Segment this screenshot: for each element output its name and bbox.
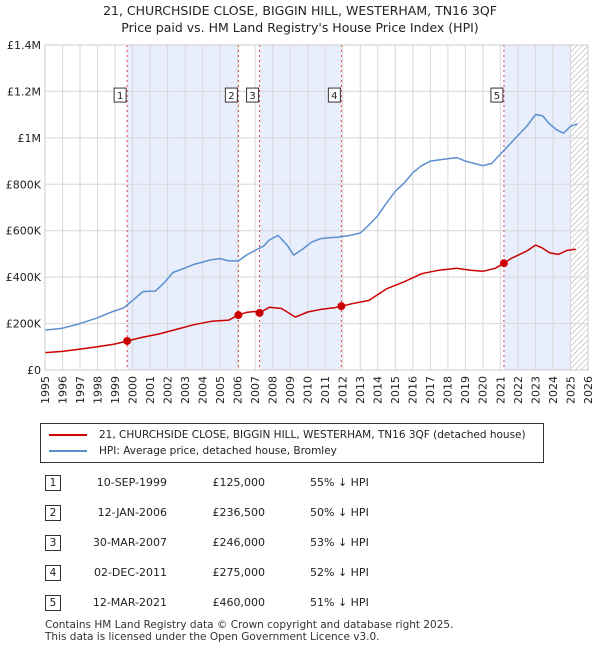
x-tick-label: 2005 — [214, 376, 227, 404]
x-tick-label: 2000 — [126, 376, 139, 404]
ownership-shade — [503, 45, 571, 370]
legend-item-property: 21, CHURCHSIDE CLOSE, BIGGIN HILL, WESTE… — [49, 427, 526, 443]
x-tick-label: 2023 — [529, 376, 542, 404]
x-tick-label: 1997 — [74, 376, 87, 404]
x-tick-label: 2007 — [249, 376, 262, 404]
sale-label: 1 — [117, 91, 123, 102]
sale-label: 3 — [249, 91, 255, 102]
x-tick-label: 2012 — [337, 376, 350, 404]
chart-subtitle: Price paid vs. HM Land Registry's House … — [121, 20, 479, 35]
sale-price: £236,500 — [212, 506, 266, 519]
footer: Contains HM Land Registry data © Crown c… — [45, 619, 453, 643]
x-tick-label: 2004 — [196, 376, 209, 404]
sale-hpi-diff: 55% ↓ HPI — [310, 476, 369, 489]
table-row: 5 12-MAR-2021 £460,000 51% ↓ HPI — [45, 595, 585, 613]
sale-date: 10-SEP-1999 — [96, 476, 167, 489]
sale-label-box — [246, 87, 260, 103]
sale-hpi-diff: 52% ↓ HPI — [310, 566, 369, 579]
sale-price: £460,000 — [212, 596, 266, 609]
sale-point — [234, 311, 243, 320]
sale-date: 12-JAN-2006 — [97, 506, 167, 519]
x-tick-label: 2019 — [459, 376, 472, 404]
x-tick-label: 2015 — [389, 376, 402, 404]
sale-label: 2 — [228, 91, 234, 102]
x-tick-label: 2013 — [354, 376, 367, 404]
x-tick-label: 2014 — [372, 376, 385, 404]
sale-point — [123, 336, 132, 345]
x-tick-label: 2022 — [512, 376, 525, 404]
legend-swatch-property — [49, 434, 87, 436]
x-tick-label: 1998 — [91, 376, 104, 404]
legend-label-hpi: HPI: Average price, detached house, Brom… — [99, 445, 337, 457]
sale-label-box — [113, 87, 127, 103]
table-row: 4 02-DEC-2011 £275,000 52% ↓ HPI — [45, 565, 585, 583]
sale-number: 4 — [45, 565, 61, 581]
x-tick-label: 2026 — [582, 376, 595, 404]
sale-date: 30-MAR-2007 — [92, 536, 167, 549]
sale-point — [255, 308, 264, 317]
x-tick-label: 2009 — [284, 376, 297, 404]
y-tick-label: £200K — [6, 318, 42, 331]
x-tick-label: 2017 — [424, 376, 437, 404]
y-tick-label: £1.4M — [7, 39, 41, 52]
footer-license: This data is licensed under the Open Gov… — [45, 631, 380, 643]
sale-label: 4 — [331, 91, 337, 102]
x-tick-label: 1996 — [56, 376, 69, 404]
x-tick-label: 2025 — [564, 376, 577, 404]
x-tick-label: 1999 — [109, 376, 122, 404]
x-tick-label: 2016 — [407, 376, 420, 404]
sale-point — [337, 302, 346, 311]
sale-price: £246,000 — [212, 536, 266, 549]
sale-date: 12-MAR-2021 — [92, 596, 167, 609]
sale-number: 3 — [45, 535, 61, 551]
y-tick-label: £400K — [6, 271, 42, 284]
sale-price: £125,000 — [212, 476, 266, 489]
x-tick-label: 2011 — [319, 376, 332, 404]
sale-hpi-diff: 51% ↓ HPI — [310, 596, 369, 609]
x-tick-label: 2010 — [302, 376, 315, 404]
sale-number: 2 — [45, 505, 61, 521]
plot-frame — [44, 44, 589, 371]
legend: 21, CHURCHSIDE CLOSE, BIGGIN HILL, WESTE… — [40, 423, 544, 463]
sale-date: 02-DEC-2011 — [93, 566, 167, 579]
x-tick-label: 2020 — [477, 376, 490, 404]
sale-point — [499, 259, 508, 268]
table-row: 2 12-JAN-2006 £236,500 50% ↓ HPI — [45, 505, 585, 523]
sale-label: 5 — [494, 91, 500, 102]
property-series-line — [44, 244, 576, 354]
price-chart: 1 2 3 4 5 £0 £200K £400K £600K £800K £1M £1.2M £1.4M… — [6, 39, 595, 404]
x-tick-label: 2008 — [267, 376, 280, 404]
x-tick-label: 2024 — [547, 376, 560, 404]
y-tick-label: £0 — [27, 364, 41, 377]
forecast-hatch — [570, 45, 588, 370]
x-tick-label: 2003 — [179, 376, 192, 404]
sale-price: £275,000 — [212, 566, 266, 579]
legend-swatch-hpi — [49, 450, 87, 452]
table-row: 1 10-SEP-1999 £125,000 55% ↓ HPI — [45, 475, 585, 493]
sale-label-box — [327, 87, 341, 103]
hpi-series-line — [44, 113, 578, 331]
y-tick-label: £1M — [18, 132, 42, 145]
sale-label-box — [490, 87, 504, 103]
x-tick-label: 2021 — [494, 376, 507, 404]
x-tick-label: 2018 — [442, 376, 455, 404]
footer-copyright: Contains HM Land Registry data © Crown c… — [45, 619, 454, 631]
x-tick-label: 1995 — [39, 376, 52, 404]
chart-title: 21, CHURCHSIDE CLOSE, BIGGIN HILL, WESTE… — [103, 3, 497, 18]
y-tick-label: £1.2M — [7, 85, 41, 98]
y-tick-label: £800K — [6, 178, 42, 191]
sale-label-box — [224, 87, 238, 103]
x-tick-label: 2002 — [161, 376, 174, 404]
table-row: 3 30-MAR-2007 £246,000 53% ↓ HPI — [45, 535, 585, 553]
legend-label-property: 21, CHURCHSIDE CLOSE, BIGGIN HILL, WESTE… — [99, 429, 526, 441]
sale-number: 5 — [45, 595, 61, 611]
sale-hpi-diff: 50% ↓ HPI — [310, 506, 369, 519]
sale-number: 1 — [45, 475, 61, 491]
y-tick-label: £600K — [6, 225, 42, 238]
legend-item-hpi: HPI: Average price, detached house, Brom… — [49, 443, 337, 459]
x-tick-label: 2006 — [232, 376, 245, 404]
sale-hpi-diff: 53% ↓ HPI — [310, 536, 369, 549]
x-tick-label: 2001 — [144, 376, 157, 404]
